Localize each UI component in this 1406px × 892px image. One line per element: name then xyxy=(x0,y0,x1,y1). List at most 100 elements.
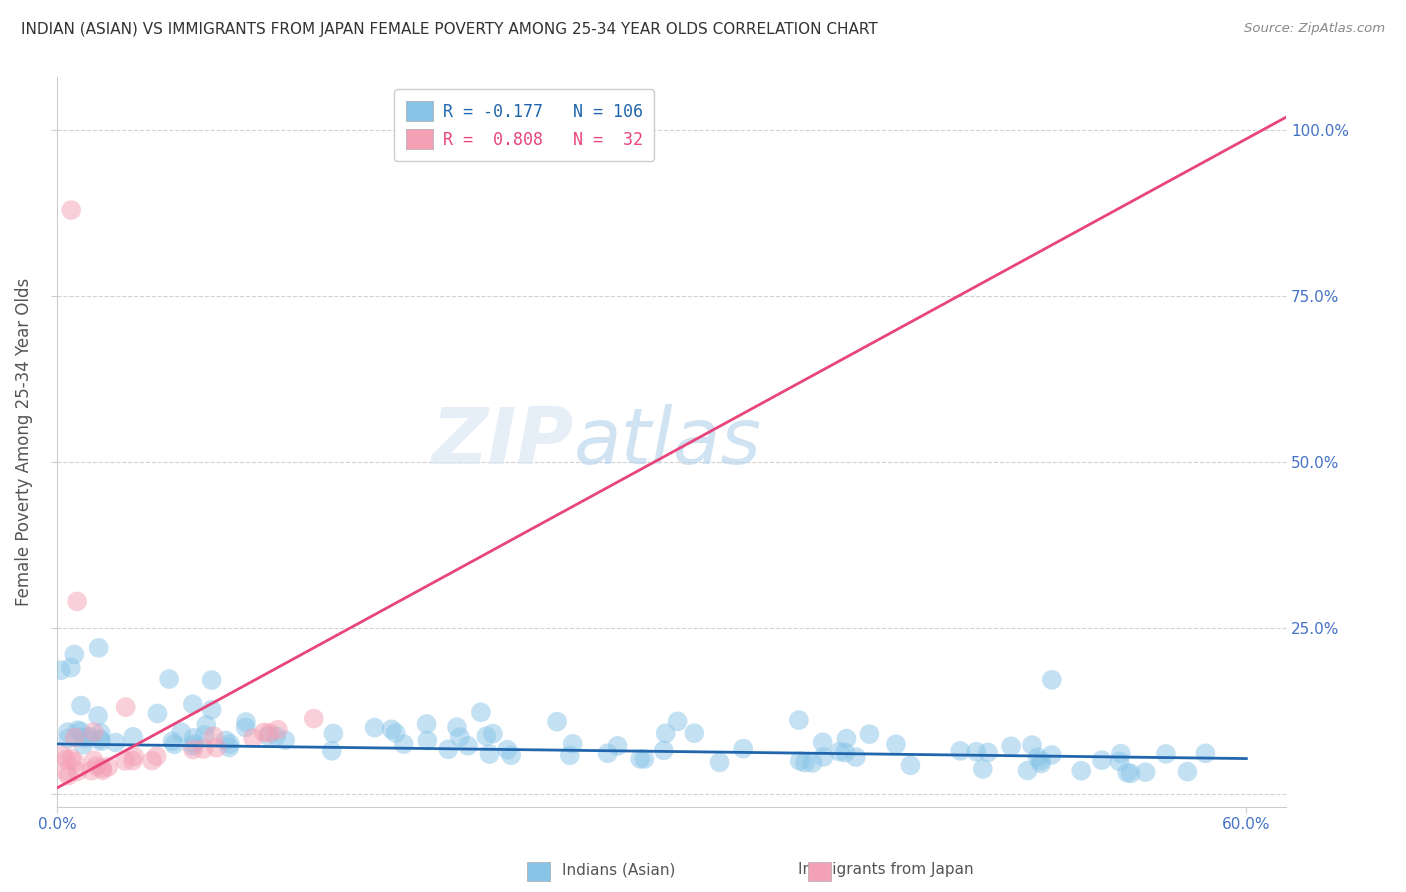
Point xyxy=(60,203,83,218)
Point xyxy=(415,717,437,731)
Point xyxy=(145,749,167,764)
Point xyxy=(114,700,136,714)
Point xyxy=(828,745,851,759)
Point xyxy=(83,725,105,739)
Point xyxy=(801,756,824,770)
Point xyxy=(181,742,204,756)
Point xyxy=(1031,756,1053,771)
Point xyxy=(52,748,75,763)
Point xyxy=(437,742,460,756)
Point xyxy=(787,713,810,727)
Point xyxy=(66,723,89,738)
Text: atlas: atlas xyxy=(574,404,761,480)
Point xyxy=(1017,764,1039,778)
Point xyxy=(1194,747,1216,761)
Point xyxy=(72,738,94,752)
Point xyxy=(949,744,972,758)
Point xyxy=(59,661,82,675)
Point xyxy=(202,729,225,743)
Point xyxy=(834,746,856,760)
Point xyxy=(235,721,257,735)
Point xyxy=(235,714,257,729)
Text: ZIP: ZIP xyxy=(432,404,574,480)
Point xyxy=(183,731,205,745)
Point xyxy=(449,730,471,744)
Point xyxy=(596,746,619,760)
Point xyxy=(384,726,406,740)
Point xyxy=(835,731,858,746)
Point xyxy=(606,739,628,753)
Point xyxy=(1135,765,1157,780)
Point xyxy=(561,737,583,751)
Point xyxy=(242,731,264,745)
Point xyxy=(55,752,77,766)
Point xyxy=(205,740,228,755)
Y-axis label: Female Poverty Among 25-34 Year Olds: Female Poverty Among 25-34 Year Olds xyxy=(15,278,32,607)
Point xyxy=(49,663,72,677)
Point xyxy=(90,734,112,748)
Point xyxy=(56,731,79,746)
Point xyxy=(1026,750,1049,764)
Point xyxy=(1029,754,1052,768)
Point xyxy=(200,703,222,717)
Point xyxy=(1108,755,1130,769)
Point xyxy=(363,721,385,735)
Point xyxy=(683,726,706,740)
Point xyxy=(392,737,415,751)
Point xyxy=(478,747,501,761)
Point xyxy=(63,731,86,745)
Point xyxy=(1116,765,1139,780)
Point xyxy=(900,758,922,772)
Point xyxy=(858,727,880,741)
Point xyxy=(965,745,987,759)
Point xyxy=(633,752,655,766)
Point xyxy=(157,672,180,686)
Point xyxy=(813,750,835,764)
Point xyxy=(457,739,479,753)
Point xyxy=(416,733,439,747)
Point xyxy=(162,734,184,748)
Point xyxy=(195,718,218,732)
Point xyxy=(89,731,111,746)
Point xyxy=(58,769,80,783)
Point xyxy=(63,648,86,662)
Point xyxy=(654,726,676,740)
Point xyxy=(380,723,402,737)
Point xyxy=(75,731,97,745)
Point xyxy=(977,745,1000,759)
Point xyxy=(475,729,498,743)
Point xyxy=(97,760,120,774)
Point xyxy=(1040,673,1063,687)
Point xyxy=(302,712,325,726)
Point xyxy=(80,764,103,778)
Point xyxy=(794,756,817,770)
Point xyxy=(733,741,755,756)
Point xyxy=(628,752,651,766)
Point xyxy=(470,706,492,720)
Point xyxy=(146,706,169,721)
Point xyxy=(215,733,238,747)
Point xyxy=(170,725,193,739)
Point xyxy=(546,714,568,729)
Point xyxy=(91,761,114,775)
Point xyxy=(666,714,689,729)
Point xyxy=(193,742,215,756)
Text: Source: ZipAtlas.com: Source: ZipAtlas.com xyxy=(1244,22,1385,36)
Point xyxy=(194,728,217,742)
Point xyxy=(104,735,127,749)
Point xyxy=(321,744,343,758)
Point xyxy=(322,726,344,740)
Legend: R = -0.177   N = 106, R =  0.808   N =  32: R = -0.177 N = 106, R = 0.808 N = 32 xyxy=(394,89,654,161)
Point xyxy=(789,754,811,768)
Point xyxy=(1040,747,1063,762)
Point xyxy=(70,698,93,713)
Point xyxy=(884,737,907,751)
Point xyxy=(91,764,114,778)
Point xyxy=(1000,739,1022,754)
Point xyxy=(60,751,83,765)
Point xyxy=(72,731,94,745)
Point xyxy=(183,737,205,751)
Point xyxy=(267,723,290,737)
Point xyxy=(87,708,110,723)
Point xyxy=(69,724,91,739)
